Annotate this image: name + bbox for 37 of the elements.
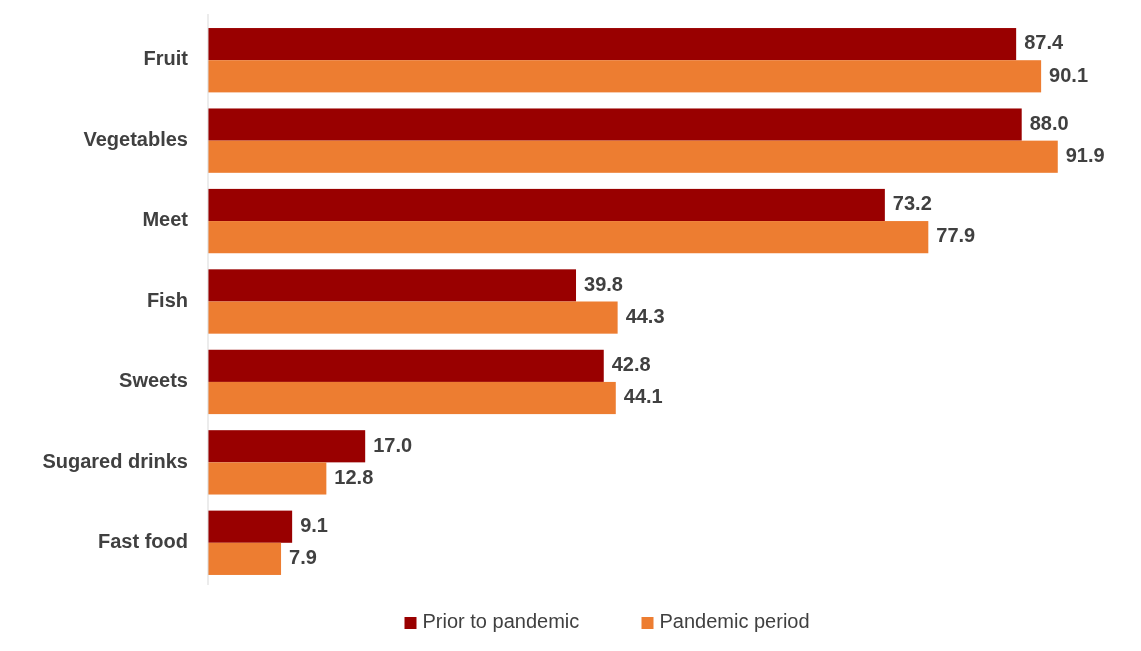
data-label: 42.8 bbox=[611, 353, 651, 376]
bar bbox=[208, 28, 1017, 61]
bar bbox=[208, 430, 366, 463]
bar bbox=[208, 349, 604, 382]
bar bbox=[208, 381, 616, 415]
bar bbox=[208, 462, 327, 495]
bar bbox=[208, 542, 282, 575]
y-tick-label: Fruit bbox=[143, 47, 189, 70]
data-label: 9.1 bbox=[300, 513, 328, 536]
legend-label: Prior to pandemic bbox=[422, 610, 580, 633]
data-label: 88.0 bbox=[1029, 111, 1069, 134]
data-label: 90.1 bbox=[1049, 63, 1089, 86]
y-tick-label: Fast food bbox=[98, 530, 188, 553]
data-label: 44.3 bbox=[625, 304, 665, 327]
data-label: 39.8 bbox=[584, 272, 623, 295]
data-label: 77.9 bbox=[936, 224, 976, 247]
y-tick-label: Vegetables bbox=[83, 127, 188, 150]
bar bbox=[208, 301, 618, 334]
bar bbox=[208, 510, 293, 543]
bar bbox=[208, 221, 929, 254]
bar bbox=[208, 108, 1022, 141]
y-tick-label: Fish bbox=[146, 288, 188, 311]
data-label: 7.9 bbox=[289, 546, 317, 569]
bar bbox=[208, 269, 577, 302]
data-label: 87.4 bbox=[1024, 31, 1064, 54]
y-tick-label: Meet bbox=[142, 208, 189, 231]
bar bbox=[208, 60, 1042, 93]
bar bbox=[208, 140, 1058, 173]
data-label: 17.0 bbox=[373, 433, 413, 456]
data-label: 44.1 bbox=[623, 385, 663, 408]
y-tick-label: Sweets bbox=[119, 369, 188, 392]
bar bbox=[208, 188, 885, 222]
data-label: 91.9 bbox=[1065, 144, 1105, 167]
data-label: 73.2 bbox=[892, 192, 932, 215]
legend-label: Pandemic period bbox=[659, 610, 810, 633]
data-label: 12.8 bbox=[334, 465, 374, 488]
y-tick-label: Sugared drinks bbox=[42, 449, 188, 472]
